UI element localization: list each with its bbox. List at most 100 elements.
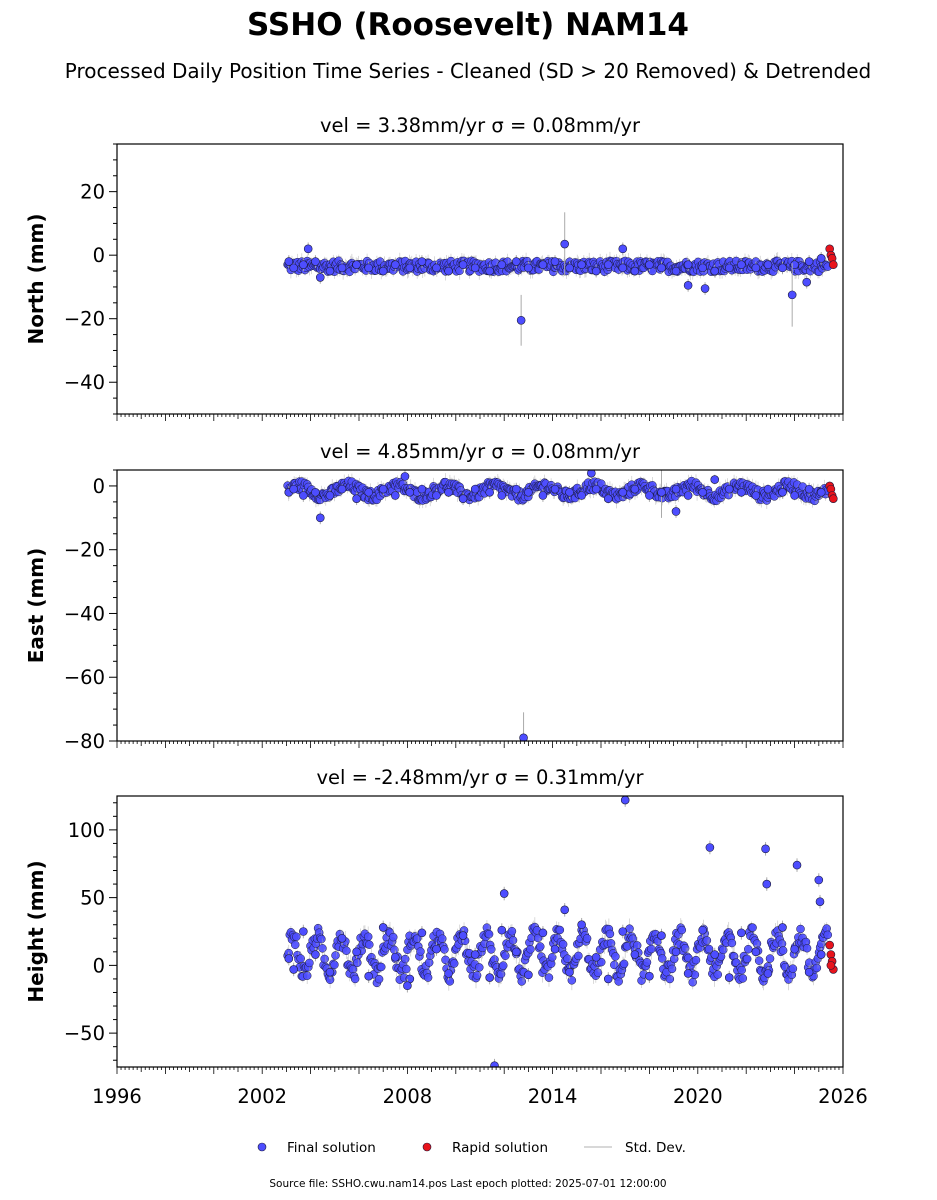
final-point <box>284 954 294 963</box>
final-point <box>337 933 347 943</box>
final-point <box>444 266 453 276</box>
legend-stddev-label: Std. Dev. <box>625 1140 686 1156</box>
final-point <box>458 494 468 503</box>
final-point <box>497 260 507 270</box>
final-point <box>804 257 814 266</box>
y-tick-label: 0 <box>93 244 105 267</box>
final-point <box>804 484 814 494</box>
final-point <box>470 263 480 273</box>
final-point <box>538 928 548 938</box>
final-point <box>762 879 772 889</box>
panel-title: vel = -2.48mm/yr σ = 0.31mm/yr <box>316 766 644 789</box>
final-point <box>816 488 826 497</box>
final-point <box>751 491 761 500</box>
height-panel: vel = -2.48mm/yr σ = 0.31mm/yr Height (mm… <box>24 766 868 1108</box>
final-point <box>618 263 628 273</box>
final-point <box>603 494 613 503</box>
final-point <box>390 952 400 962</box>
final-point <box>519 733 528 741</box>
final-point <box>524 488 533 497</box>
final-point <box>724 973 734 982</box>
final-point <box>591 484 601 494</box>
legend-final-label: Final solution <box>287 1140 376 1156</box>
final-point <box>790 944 799 954</box>
panel-title: vel = 3.38mm/yr σ = 0.08mm/yr <box>320 114 641 137</box>
final-point <box>485 973 494 982</box>
final-point <box>565 263 574 273</box>
final-point <box>499 889 509 898</box>
final-point <box>577 491 586 500</box>
final-point <box>405 488 415 497</box>
final-point <box>763 969 773 978</box>
x-tick-label: 1996 <box>92 1085 142 1108</box>
final-point <box>815 897 825 906</box>
y-tick-label: −20 <box>64 539 105 562</box>
final-point <box>778 488 787 497</box>
final-point <box>470 484 480 494</box>
final-point <box>511 257 521 266</box>
final-point <box>705 843 715 852</box>
final-point <box>378 266 388 276</box>
final-point <box>284 257 294 266</box>
data-cloud <box>283 917 833 991</box>
final-point <box>417 484 427 494</box>
y-tick-label: 50 <box>80 887 105 910</box>
final-point <box>352 260 361 270</box>
final-point <box>378 484 388 494</box>
final-point <box>698 925 707 935</box>
final-point <box>444 969 453 978</box>
final-point <box>524 263 533 273</box>
final-point <box>778 923 787 932</box>
final-point <box>630 266 640 276</box>
x-tick-label: 2026 <box>818 1085 868 1108</box>
final-point <box>311 257 320 266</box>
final-point <box>432 944 441 954</box>
final-point <box>591 266 601 276</box>
final-point <box>378 923 388 932</box>
final-point <box>737 260 746 270</box>
rapid-point <box>829 260 838 270</box>
final-point <box>790 491 799 500</box>
final-point <box>364 488 373 497</box>
final-point <box>816 254 826 263</box>
final-point <box>671 484 681 494</box>
final-point <box>315 513 325 523</box>
plot-frame <box>116 143 844 415</box>
rapid-point <box>829 494 838 503</box>
final-point <box>761 844 770 854</box>
final-point <box>724 484 734 494</box>
final-series <box>284 212 826 346</box>
final-point <box>485 488 494 497</box>
y-tick-label: 20 <box>80 181 105 204</box>
final-point <box>299 491 308 500</box>
final-point <box>511 484 521 494</box>
final-point <box>524 970 533 980</box>
final-point <box>550 257 560 266</box>
y-tick-label: −40 <box>64 602 105 625</box>
final-point <box>587 470 596 478</box>
final-point <box>364 971 373 981</box>
final-point <box>737 928 746 938</box>
y-axis-label: East (mm) <box>24 548 48 664</box>
y-tick-label: −50 <box>64 1022 105 1045</box>
final-point <box>289 263 298 273</box>
final-point <box>645 260 654 270</box>
final-point <box>591 952 601 962</box>
figure-subtitle: Processed Daily Position Time Series - C… <box>65 59 871 83</box>
final-point <box>700 284 710 293</box>
legend-final-marker <box>257 1142 267 1152</box>
y-tick-label: −20 <box>64 308 105 331</box>
final-point <box>804 967 814 977</box>
final-series <box>284 796 826 1067</box>
y-tick-label: 0 <box>93 954 105 977</box>
final-point <box>618 244 628 254</box>
final-point <box>802 277 812 287</box>
final-point <box>325 491 335 500</box>
final-point <box>787 290 797 300</box>
final-point <box>550 944 560 954</box>
figure-title: SSHO (Roosevelt) NAM14 <box>247 7 689 43</box>
final-point <box>792 860 802 870</box>
final-point <box>516 315 526 325</box>
final-point <box>511 947 521 957</box>
